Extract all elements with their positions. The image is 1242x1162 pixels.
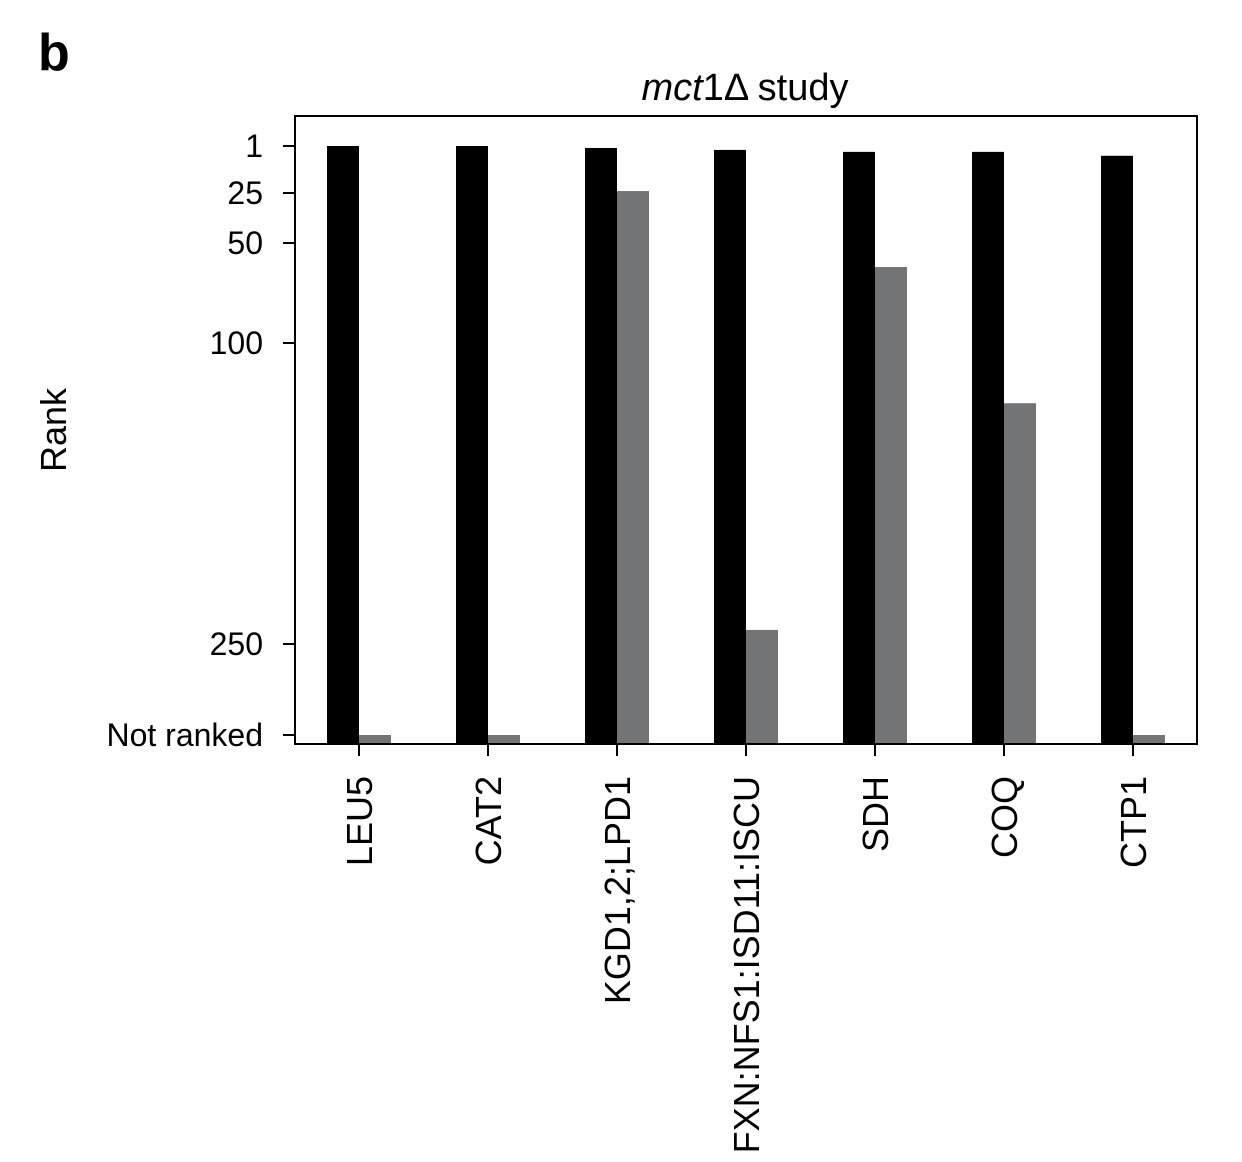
bar-series1-kgd1-2-lpd1 bbox=[585, 147, 617, 745]
bar-series1-ctp1 bbox=[1101, 155, 1133, 744]
bar-series2-cat2 bbox=[488, 735, 520, 744]
bar-series2-leu5 bbox=[359, 735, 391, 744]
x-category-label: COQ bbox=[984, 776, 1025, 858]
bar-series2-ctp1 bbox=[1133, 735, 1165, 744]
bars-layer bbox=[327, 146, 1165, 745]
bar-series2-fxn-nfs1-isd11-iscu bbox=[746, 629, 778, 744]
x-category-label: SDH bbox=[855, 776, 896, 852]
y-tick-label: 100 bbox=[210, 325, 263, 361]
plot-frame bbox=[294, 115, 1198, 745]
bar-series2-kgd1-2-lpd1 bbox=[617, 191, 649, 744]
bar-series2-coq bbox=[1004, 403, 1036, 744]
x-category-label: FXN:NFS1:ISD11:ISCU bbox=[726, 776, 767, 1153]
panel-label: b bbox=[38, 24, 70, 82]
chart-title: mct1Δ study bbox=[641, 67, 848, 109]
bar-series1-sdh bbox=[843, 151, 875, 744]
y-tick-label: Not ranked bbox=[106, 717, 263, 753]
bar-series1-cat2 bbox=[456, 146, 488, 744]
chart-title-italic: mct bbox=[641, 67, 704, 109]
y-tick-label: 250 bbox=[210, 626, 263, 662]
y-tick-label: 1 bbox=[245, 128, 263, 164]
x-category-label: CAT2 bbox=[468, 776, 509, 865]
x-category-label: KGD1,2;LPD1 bbox=[597, 776, 638, 1004]
bar-series1-coq bbox=[972, 151, 1004, 744]
y-axis-label: Rank bbox=[33, 387, 74, 472]
bar-series1-leu5 bbox=[327, 146, 359, 744]
y-tick-label: 50 bbox=[227, 225, 263, 261]
x-axis: LEU5 CAT2 KGD1,2;LPD1 FXN:NFS1:ISD11:ISCU SD… bbox=[339, 744, 1154, 1153]
chart-title-rest: 1Δ study bbox=[703, 67, 849, 109]
bar-series1-fxn-nfs1-isd11-iscu bbox=[714, 149, 746, 744]
bar-series2-sdh bbox=[875, 267, 907, 744]
x-category-label: LEU5 bbox=[339, 776, 380, 866]
y-tick-label: 25 bbox=[227, 175, 263, 211]
x-category-label: CTP1 bbox=[1113, 776, 1154, 868]
y-axis: 1 25 50 100 250 Not ranked bbox=[106, 128, 295, 753]
